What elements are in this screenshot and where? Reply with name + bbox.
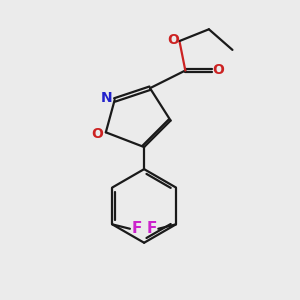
Text: O: O [92,127,103,141]
Text: F: F [147,221,157,236]
Text: O: O [212,64,224,77]
Text: N: N [100,92,112,106]
Text: O: O [167,33,179,46]
Text: F: F [131,221,142,236]
